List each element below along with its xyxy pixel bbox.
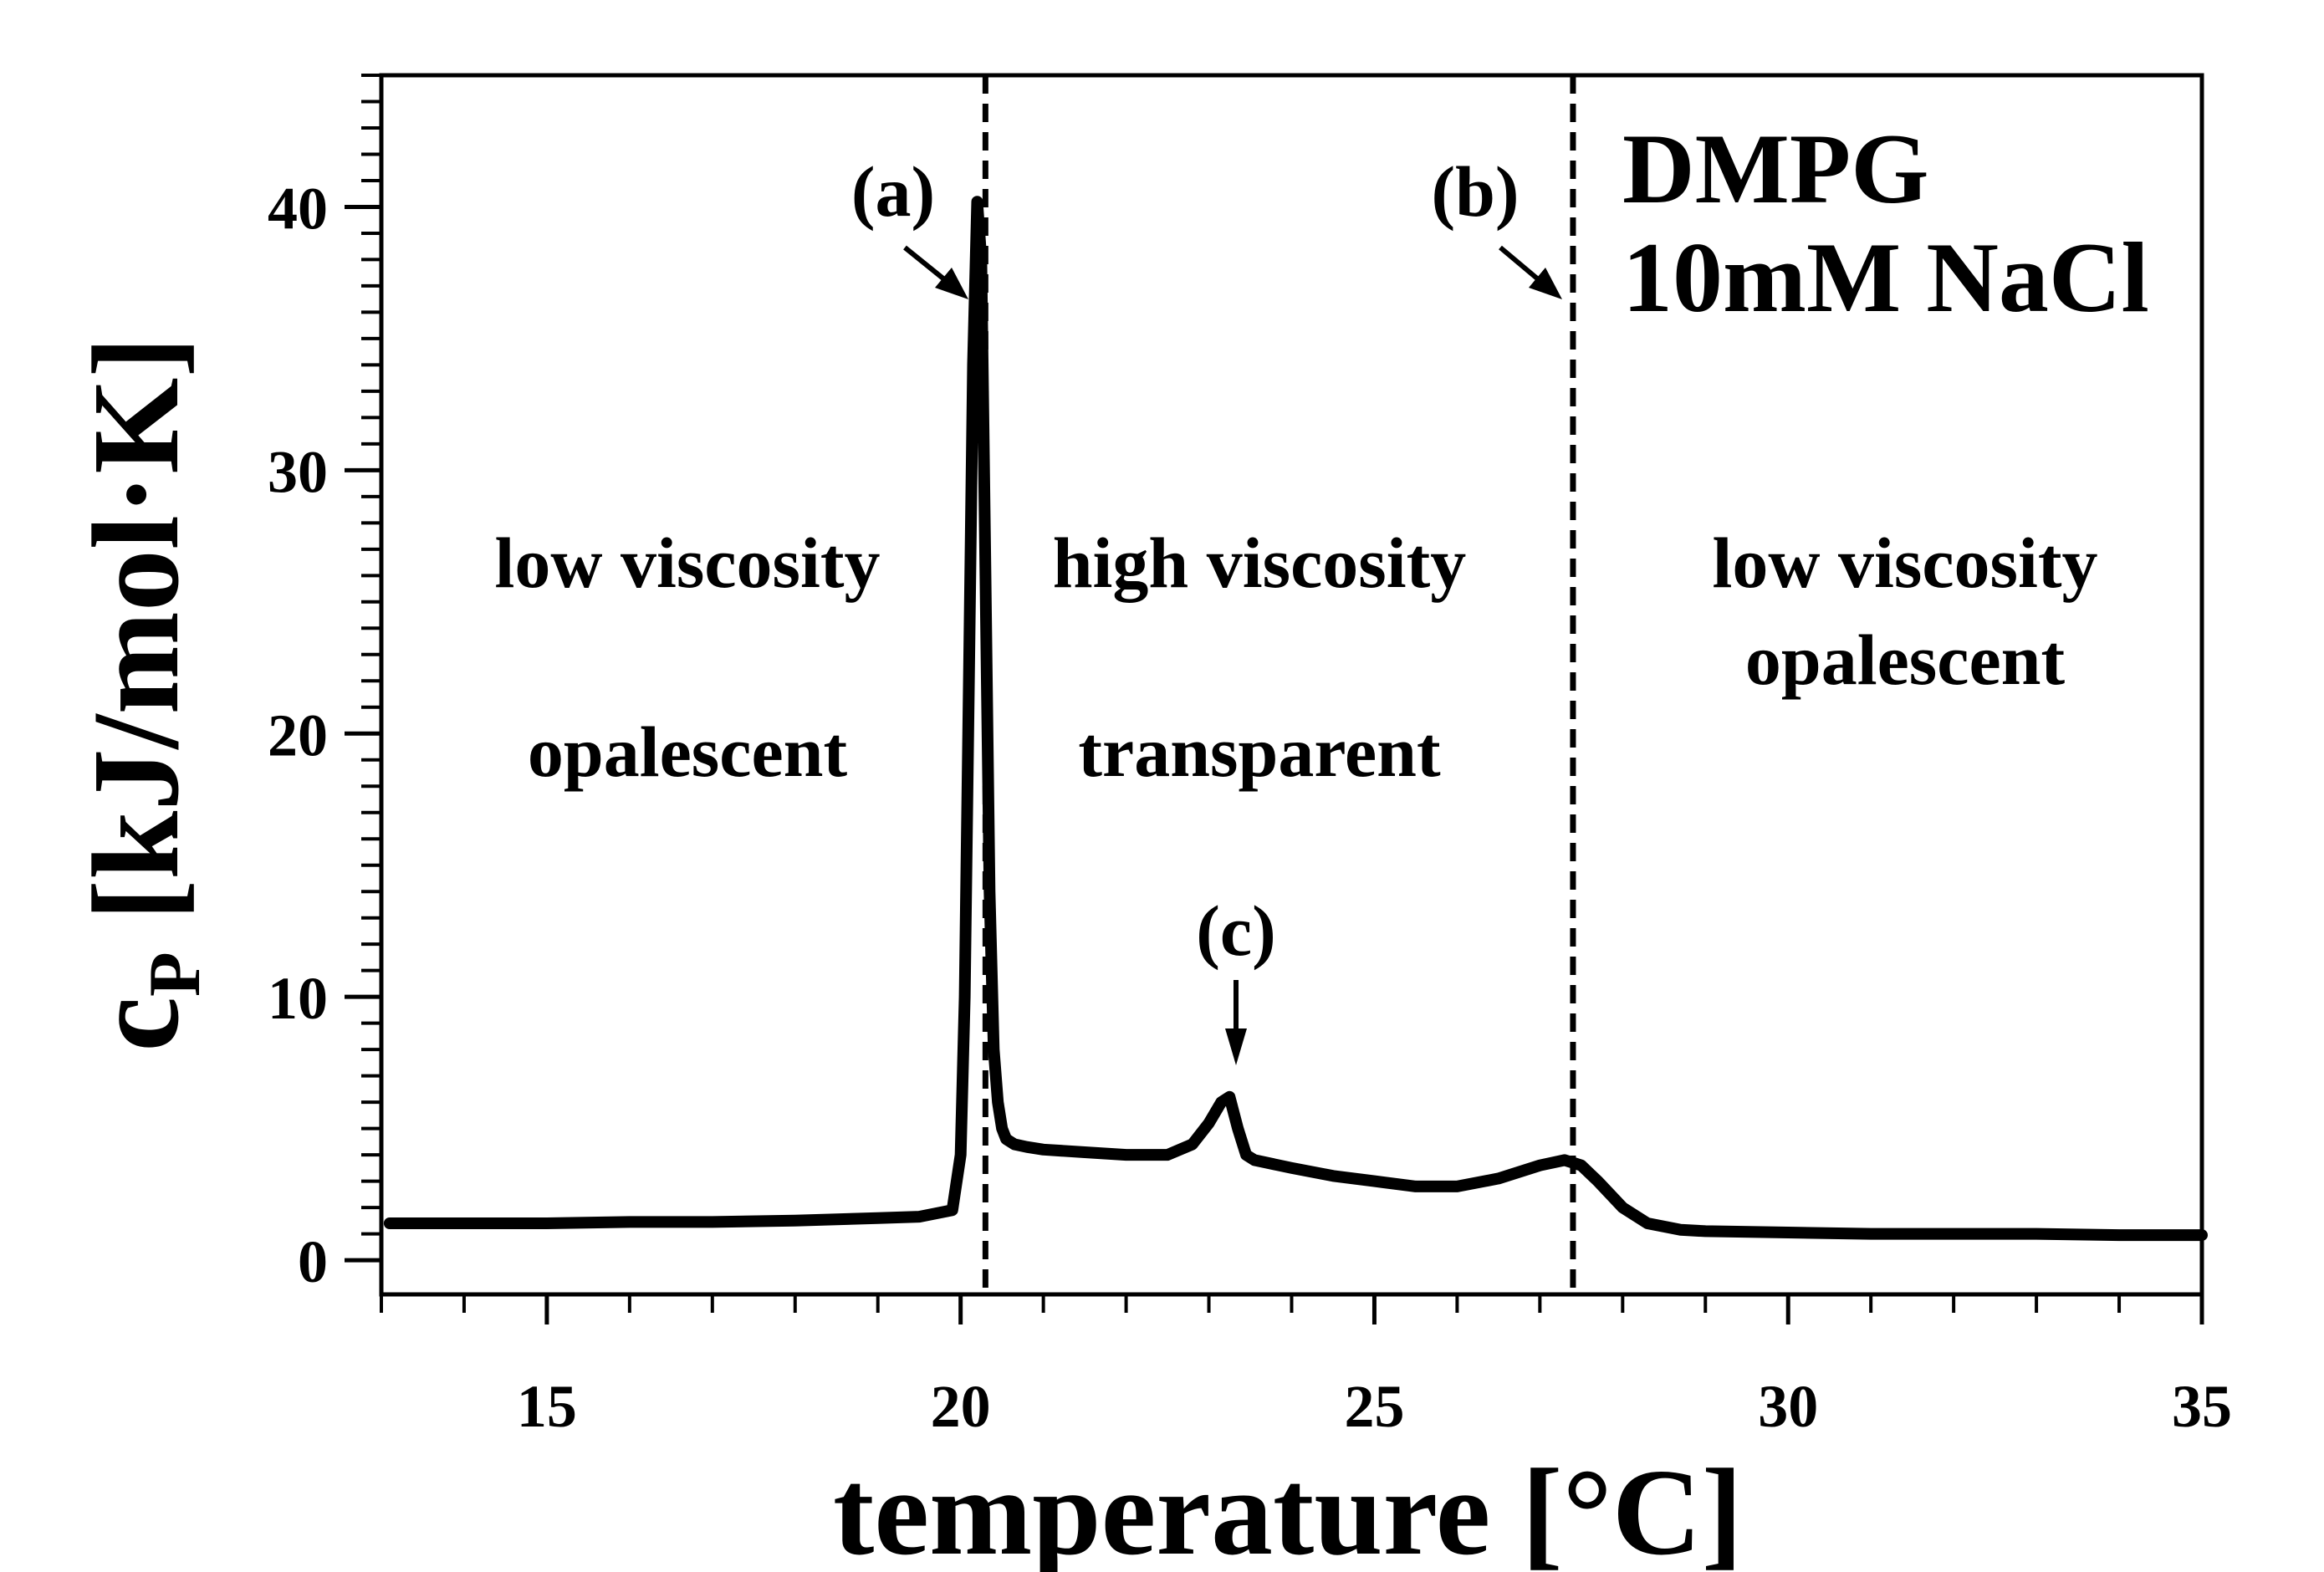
marker-c-label: (c) (1196, 891, 1275, 971)
y-axis-title-subscript: P (135, 952, 216, 997)
region-right-line1: low viscosity (1712, 523, 2097, 603)
region-right-line2: opalescent (1745, 620, 2066, 700)
region-middle-line1: high viscosity (1053, 523, 1467, 603)
x-tick-label: 25 (1344, 1373, 1404, 1440)
y-tick-label: 40 (268, 175, 328, 242)
y-tick-label: 20 (268, 702, 328, 768)
marker-b-label: (b) (1431, 151, 1519, 232)
y-axis-title-symbol: c (68, 997, 205, 1052)
y-axis-title-unit: [kJ/mol·K] (68, 336, 205, 952)
marker-b-arrow (1499, 245, 1562, 299)
x-axis-ticks (380, 1294, 2204, 1324)
x-tick-label: 20 (931, 1373, 991, 1440)
marker-c-arrow (1225, 980, 1247, 1065)
marker-a-label: (a) (851, 151, 935, 232)
y-tick-label: 0 (298, 1228, 328, 1295)
x-tick-label: 35 (2172, 1373, 2232, 1440)
region-left-line2: opalescent (528, 712, 848, 792)
svg-text:cP [kJ/mol·K]: cP [kJ/mol·K] (68, 336, 216, 1051)
x-axis-tick-labels: 15 20 25 30 35 (517, 1373, 2232, 1440)
sample-name: DMPG (1622, 113, 1929, 224)
heat-capacity-curve (383, 196, 2208, 1242)
y-axis-tick-labels: 0 10 20 30 40 (268, 175, 328, 1295)
x-axis-title: temperature [°C] (833, 1444, 1743, 1572)
y-tick-label: 30 (268, 438, 328, 505)
region-middle-line2: transparent (1078, 712, 1441, 792)
region-left-line1: low viscosity (494, 523, 880, 603)
x-tick-label: 30 (1758, 1373, 1818, 1440)
x-tick-label: 15 (517, 1373, 577, 1440)
y-tick-label: 10 (268, 965, 328, 1032)
y-axis-title: cP [kJ/mol·K] (68, 336, 216, 1051)
sample-buffer: 10mM NaCl (1622, 222, 2149, 333)
marker-a-arrow (903, 245, 968, 299)
y-axis-ticks (345, 74, 381, 1263)
